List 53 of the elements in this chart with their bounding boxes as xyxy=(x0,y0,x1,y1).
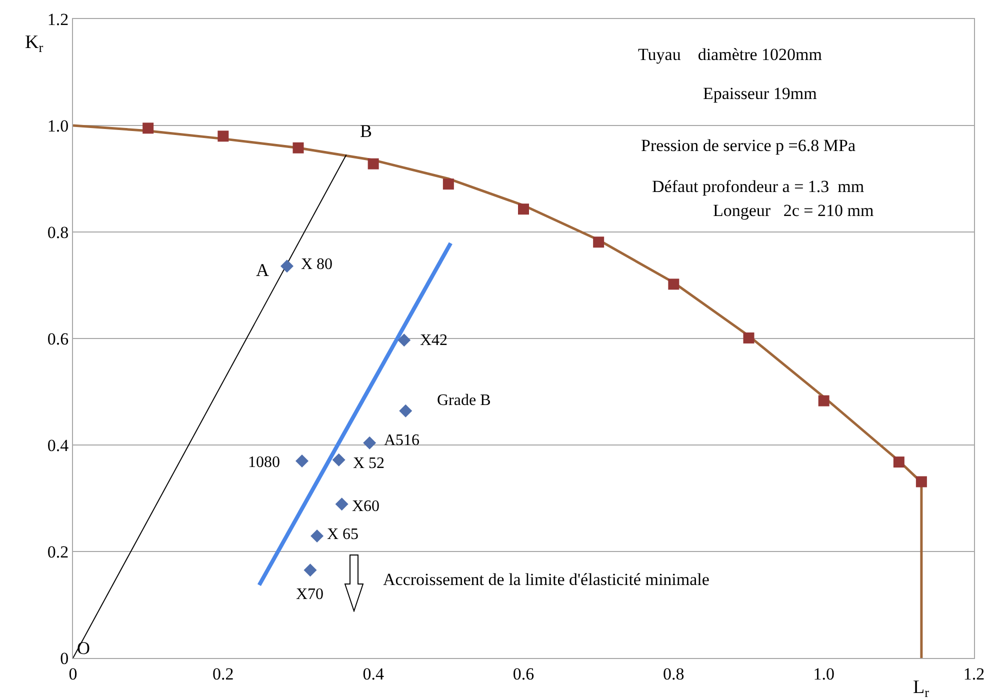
x-tick-label: 0.4 xyxy=(362,664,384,684)
point xyxy=(304,564,317,577)
point xyxy=(743,332,754,344)
y-tick-label: 0 xyxy=(60,648,69,668)
y-axis-title: K$_{r}$ xyxy=(25,32,44,55)
annotation: X 80 xyxy=(301,256,333,273)
point xyxy=(335,498,348,511)
point xyxy=(398,334,411,347)
x-axis-title: L$_{r}$ xyxy=(913,677,930,700)
x-tick-label: 0.6 xyxy=(512,664,534,684)
y-tick-label: 1.2 xyxy=(47,10,69,29)
point xyxy=(363,436,376,450)
y-tick-label: 1.0 xyxy=(47,116,69,136)
point xyxy=(916,476,927,488)
x-tick-label: 1.0 xyxy=(813,664,834,684)
point xyxy=(442,178,454,190)
point xyxy=(142,122,154,134)
point xyxy=(893,456,904,468)
annotation: A xyxy=(256,260,269,280)
annotation: X42 xyxy=(420,332,448,349)
annotation: X70 xyxy=(296,586,324,603)
annotation: Grade B xyxy=(437,392,491,409)
point xyxy=(668,278,680,290)
point xyxy=(296,454,308,468)
y-tick-label: 0.8 xyxy=(47,222,69,242)
annotation: Epaisseur 19mm xyxy=(703,84,817,103)
y-tick-label: 0.2 xyxy=(47,542,69,562)
point xyxy=(218,130,229,142)
annotation: Pression de service p =6.8 MPa xyxy=(641,136,856,155)
y-tick-label: 0.4 xyxy=(47,436,70,455)
point xyxy=(593,236,604,248)
annotation: 1080 xyxy=(248,454,280,471)
annotation: Accroissement de la limite d'élasticité minimale xyxy=(383,570,710,589)
annotation: Longeur 2c = 210 mm xyxy=(713,201,874,220)
annotation: Tuyau diamètre 1020mm xyxy=(638,45,822,64)
x-tick-label: 1.2 xyxy=(963,664,985,684)
annotation: X 65 xyxy=(327,526,359,543)
point xyxy=(280,260,294,273)
x-tick-label: 0.8 xyxy=(663,664,684,684)
annotation: Défaut profondeur a = 1.3 mm xyxy=(652,177,864,196)
point xyxy=(310,530,324,543)
annotation: X60 xyxy=(352,498,380,515)
point xyxy=(292,142,304,154)
annotation: X 52 xyxy=(353,455,385,472)
point xyxy=(332,453,346,466)
y-tick-label: 0.6 xyxy=(47,329,69,348)
point xyxy=(368,158,379,170)
point xyxy=(818,395,830,406)
annotation: B xyxy=(360,121,372,141)
x-tick-label: 0.2 xyxy=(212,664,234,684)
point xyxy=(518,204,529,215)
annotation: A516 xyxy=(384,432,420,449)
point xyxy=(399,404,412,418)
